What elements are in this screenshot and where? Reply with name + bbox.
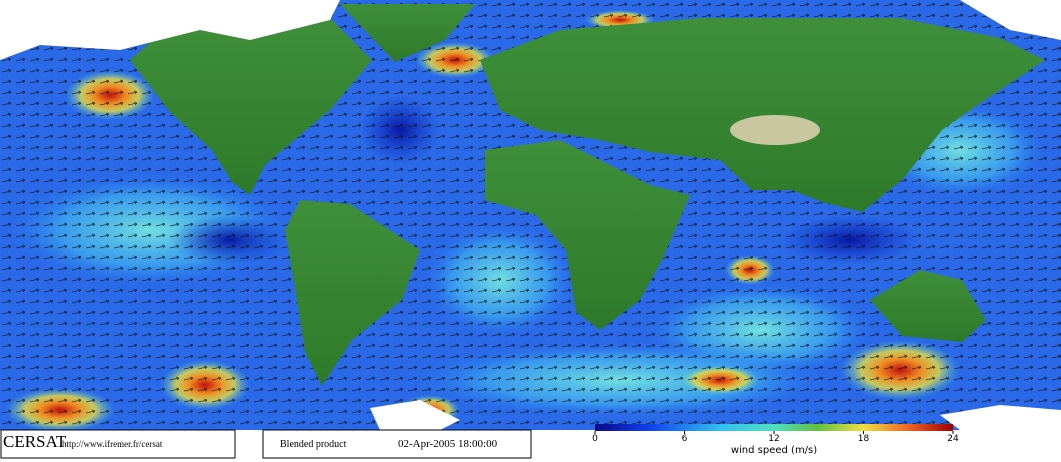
colorbar-ticks: 0 6 12 18 24 <box>592 431 959 444</box>
colorbar-tick-label: 12 <box>768 434 779 444</box>
land <box>130 4 1045 386</box>
date: 02-Apr-2005 18:00:00 <box>398 438 498 450</box>
url: http://www.ifremer.fr/cersat <box>62 439 163 449</box>
colorbar-label: wind speed (m/s) <box>731 445 817 456</box>
footer: CERSAT http://www.ifremer.fr/cersat Blen… <box>0 424 1061 462</box>
colorbar-tick-label: 24 <box>947 434 959 444</box>
colorbar-tick-label: 18 <box>858 434 870 444</box>
brand: CERSAT <box>3 432 67 451</box>
colorbar-tick-label: 6 <box>682 434 688 444</box>
colorbar-tick-label: 0 <box>592 434 598 444</box>
colorbar <box>595 424 953 431</box>
ice <box>0 0 1061 430</box>
product: Blended product <box>280 439 347 450</box>
